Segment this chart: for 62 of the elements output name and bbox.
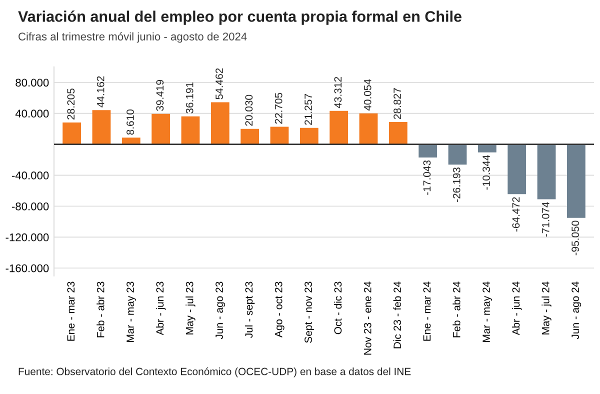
x-tick-label: Ene - mar 24: [423, 282, 431, 341]
bar: [359, 113, 378, 144]
data-label: -26.193: [452, 168, 460, 202]
x-tick-label: Jun - ago 24: [572, 282, 582, 340]
y-tick-label: 40.000: [15, 110, 49, 118]
y-tick-label: -80.000: [12, 202, 49, 210]
chart-subtitle: Cifras al trimestre móvil junio - agosto de 2024: [18, 32, 247, 43]
data-label: 21.257: [304, 94, 312, 125]
x-tick-label: Sept - nov 23: [304, 282, 314, 343]
x-tick-label: Ene - mar 23: [67, 282, 75, 341]
source-note: Fuente: Observatorio del Contexto Económico (OCEC-UDP) en base a datos del INE: [18, 367, 411, 378]
bar: [388, 122, 408, 144]
bar: [567, 144, 586, 218]
data-label: 20.030: [245, 94, 253, 126]
bar: [330, 110, 348, 144]
data-label: 36.191: [186, 82, 194, 114]
x-tick-label: Mar - may 24: [482, 282, 492, 342]
bar: [210, 102, 230, 144]
data-label: 40.054: [364, 79, 372, 111]
x-tick-label: Feb - abr 23: [96, 282, 104, 338]
data-label: 54.462: [216, 68, 223, 100]
bar: [240, 128, 260, 144]
x-tick-label: May - jul 24: [542, 282, 552, 334]
data-label: -71.074: [542, 202, 550, 237]
data-label: 22.705: [274, 92, 282, 124]
x-tick-label: Abr - jun 23: [156, 282, 166, 336]
x-tick-label: Abr - jun 24: [512, 282, 522, 336]
x-tick-label: Nov 23 - ene 24: [364, 282, 372, 355]
data-label: 28.205: [67, 88, 75, 120]
x-tick-label: Jul - sept 23: [244, 282, 255, 338]
data-label: 8.610: [126, 109, 134, 135]
data-label: 28.827: [394, 88, 401, 119]
x-tick-label: Feb - abr 24: [452, 282, 460, 338]
data-label: -17.043: [423, 160, 431, 195]
bar: [478, 144, 496, 152]
data-label: 43.312: [334, 76, 342, 108]
y-tick-label: -40.000: [12, 172, 49, 180]
data-label: 39.419: [156, 80, 164, 111]
bar: [300, 128, 318, 144]
y-tick-label: 80.000: [16, 78, 49, 87]
x-tick-label: Ago - oct 23: [274, 282, 284, 338]
bar: [92, 110, 111, 144]
data-label: -10.344: [482, 155, 490, 190]
x-tick-label: May - jul 23: [186, 282, 196, 334]
bar: [62, 122, 81, 144]
bar: [418, 144, 438, 158]
x-tick-label: Mar - may 23: [126, 282, 136, 342]
bar: [537, 144, 556, 200]
x-tick-label: Jun - ago 23: [216, 282, 226, 340]
bar: [508, 144, 526, 194]
data-label: -95.050: [572, 220, 579, 256]
bar: [181, 116, 200, 144]
chart-title: Variación anual del empleo por cuenta propia formal en Chile: [18, 10, 462, 25]
x-tick-label: Dic 23 - feb 24: [393, 282, 401, 348]
data-label: -64.472: [512, 197, 520, 232]
y-tick-label: -160.000: [6, 264, 49, 272]
bar: [270, 126, 289, 144]
x-tick-label: Oct - dic 23: [334, 282, 342, 334]
bar: [152, 114, 170, 144]
y-tick-label: -120.000: [6, 233, 49, 242]
bar: [448, 144, 467, 165]
data-label: 44.162: [96, 76, 104, 108]
